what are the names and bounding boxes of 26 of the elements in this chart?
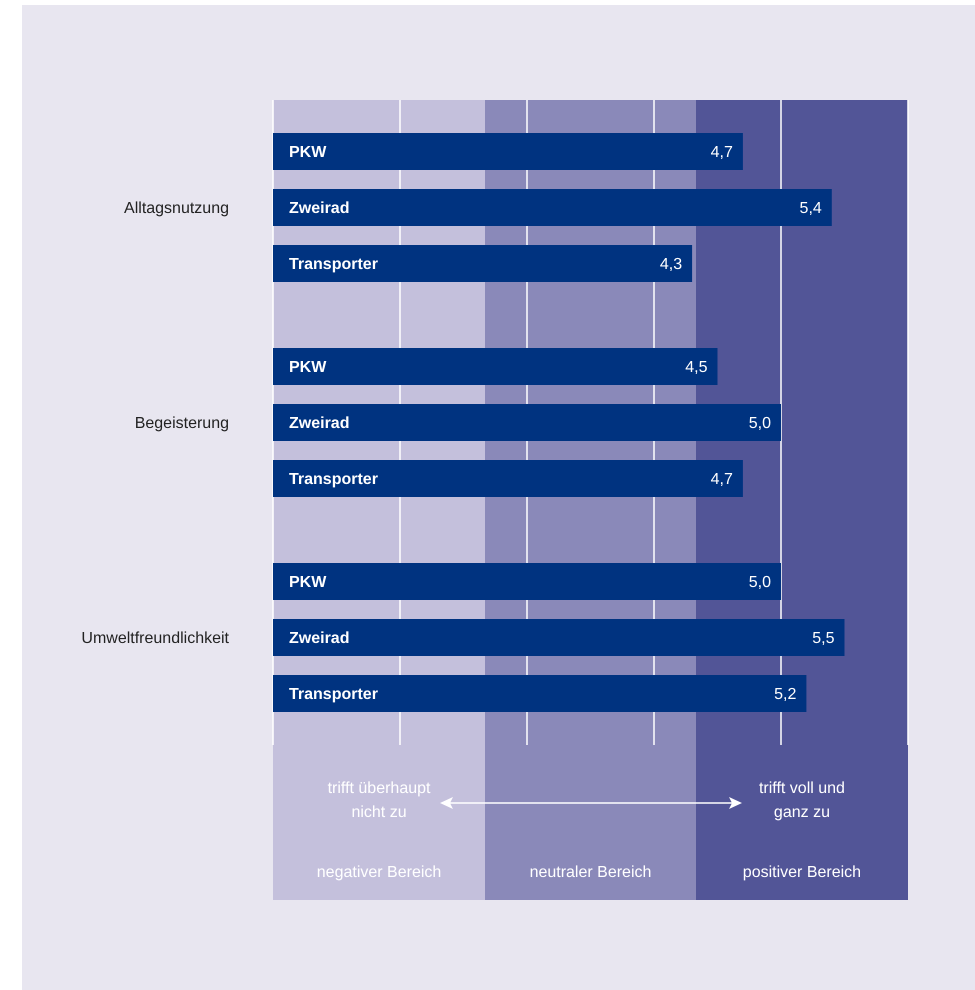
y-tick-label: Alltagsnutzung <box>124 200 229 218</box>
text: Transporter <box>289 471 378 488</box>
data-label: 5,4 <box>800 200 822 218</box>
data-label: 4,7 <box>710 144 733 162</box>
band-label: positiver Bereich <box>742 864 862 882</box>
text: PKW <box>289 144 326 162</box>
data-label: 5,2 <box>774 686 796 704</box>
data-label: 4,5 <box>685 359 708 376</box>
data-label: 5,0 <box>748 415 772 432</box>
data-label: 5,5 <box>812 630 835 648</box>
data-label: 4,3 <box>660 256 682 274</box>
data-label: 5,0 <box>748 574 772 592</box>
annotation: trifft überhaupt nicht zu <box>326 779 432 823</box>
text: Zweirad <box>289 200 350 218</box>
annotation: trifft voll und ganz zu <box>758 779 846 823</box>
text: PKW <box>289 574 326 592</box>
series-label: PKW <box>289 359 328 376</box>
text: Transporter <box>289 686 378 704</box>
y-tick-label: Umweltfreundlichkeit <box>81 630 230 648</box>
data-label: 4,7 <box>710 471 733 488</box>
band-label: negativer Bereich <box>316 864 442 882</box>
y-tick-label: Begeisterung <box>134 415 229 432</box>
series-label: Zweirad <box>289 415 350 432</box>
text: Zweirad <box>289 630 350 648</box>
series-label: Transporter <box>289 256 378 274</box>
band-label: neutraler Bereich <box>528 864 652 882</box>
